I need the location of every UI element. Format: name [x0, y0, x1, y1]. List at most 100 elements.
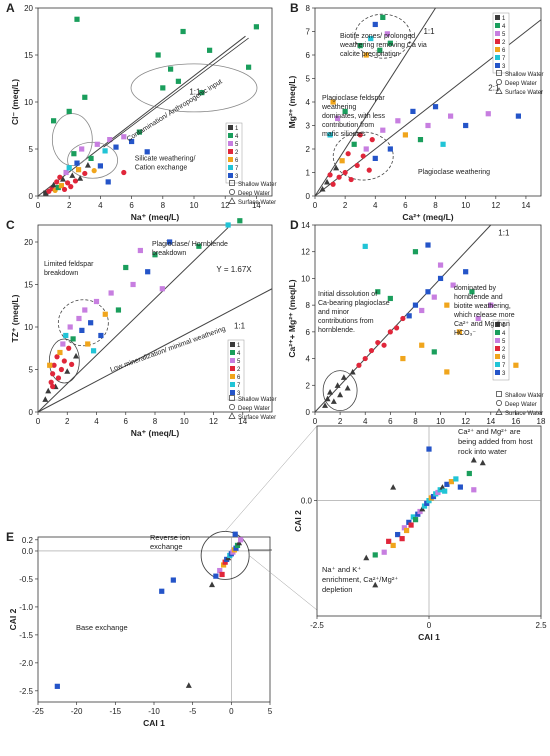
data-point — [404, 527, 410, 534]
svg-text:weathering removing Ca via: weathering removing Ca via — [339, 42, 427, 49]
shape-label: Deep Water — [238, 406, 270, 412]
data-point — [399, 536, 405, 542]
svg-text:rock into water: rock into water — [458, 447, 507, 456]
x-tick-label: 12 — [221, 201, 230, 210]
y-tick-label: 0.0 — [301, 497, 313, 506]
data-point — [354, 162, 360, 169]
legend: 1 4 5 2 6 7 3 — [492, 319, 510, 381]
shape-label: Shallow Water — [238, 182, 276, 188]
data-point — [337, 391, 344, 398]
y-tick-label: 6 — [306, 328, 311, 337]
x-tick-label: -2.5 — [310, 621, 324, 630]
data-point — [330, 181, 336, 187]
data-point — [424, 500, 430, 506]
svg-text:mafic silicates: mafic silicates — [322, 131, 366, 138]
legend-label: 6 — [502, 48, 506, 54]
y-tick-label: 15 — [24, 281, 33, 290]
svg-text:Na⁺ and K⁺: Na⁺ and K⁺ — [322, 565, 361, 574]
data-point — [479, 459, 486, 466]
data-point — [160, 85, 166, 91]
svg-text:and minor: and minor — [318, 309, 350, 316]
data-point — [84, 161, 91, 168]
shape-label: Shallow Water — [505, 72, 543, 78]
legend-label: 6 — [237, 375, 241, 381]
data-point — [360, 153, 366, 159]
x-tick-label: 14 — [486, 417, 495, 426]
data-point — [357, 132, 363, 138]
data-point — [76, 315, 82, 322]
y-tick-label: 20 — [24, 238, 33, 247]
shape-swatch — [496, 400, 502, 406]
legend-label: 7 — [237, 383, 241, 389]
ratio-line-1-1 — [37, 288, 273, 413]
legend-label: 4 — [235, 134, 239, 140]
data-point — [515, 113, 521, 119]
y-axis-title: Cl⁻ (meq/L) — [10, 79, 20, 125]
annotation-limited-feldspar: Limited feldspar breakdown — [44, 261, 94, 277]
x-tick-label: -25 — [32, 707, 44, 716]
data-point — [395, 531, 401, 538]
y-tick-label: 0.0 — [22, 547, 34, 556]
data-point — [59, 176, 66, 182]
panel-letter: A — [6, 1, 15, 15]
data-point — [48, 379, 54, 385]
data-point — [60, 341, 66, 347]
y-tick-label: 4 — [306, 98, 311, 107]
x-axis-title: Na⁺ (meq/L) — [131, 212, 180, 222]
data-point — [97, 163, 103, 169]
data-point — [426, 446, 432, 452]
legend-swatch — [495, 338, 500, 343]
x-tick-label: 6 — [403, 201, 408, 210]
data-point — [102, 148, 108, 154]
x-ticks: 0 2 4 6 8 10 12 14 16 18 — [313, 412, 546, 426]
data-point — [88, 155, 94, 161]
data-point — [406, 313, 412, 319]
data-point — [386, 538, 392, 544]
data-point — [82, 170, 88, 177]
x-tick-label: 4 — [363, 417, 368, 426]
y-tick-label: 0 — [306, 408, 311, 417]
data-point — [54, 354, 60, 360]
legend-swatch — [228, 141, 233, 146]
data-point — [402, 132, 408, 138]
data-point — [456, 329, 462, 335]
data-point — [79, 146, 85, 152]
grouping-ellipse — [67, 141, 118, 179]
x-tick-label: 2 — [338, 417, 343, 426]
panel-E: -25 -20 -15 -10 -5 0 5 0.2 0.0 -0.5 -1.0 -1.5 -2.0 -2… — [6, 425, 318, 728]
ratio-label: 1:1 — [498, 229, 510, 238]
grouping-ellipse — [322, 370, 358, 412]
data-point — [238, 537, 244, 543]
data-point — [448, 479, 454, 485]
data-point — [324, 178, 331, 185]
data-point — [348, 176, 354, 183]
svg-text:Biotite zones/ prolonged: Biotite zones/ prolonged — [340, 33, 415, 40]
legend-label: 6 — [502, 355, 506, 361]
x-tick-label: 12 — [209, 417, 218, 426]
svg-text:Reverse ion: Reverse ion — [150, 533, 190, 542]
data-point — [469, 289, 475, 295]
shape-label: Shallow Water — [238, 397, 276, 403]
data-point — [417, 137, 424, 143]
y-axis-title: Ca²⁺+ Mg²⁺ (meq/L) — [287, 279, 297, 357]
data-point — [430, 493, 437, 500]
legend-swatch — [495, 322, 500, 327]
data-points — [322, 242, 519, 408]
shape-label: Shallow Water — [505, 393, 543, 399]
shape-swatch — [229, 180, 235, 186]
data-point — [357, 43, 363, 49]
data-point — [342, 108, 348, 114]
data-point — [410, 108, 416, 114]
data-point — [85, 341, 91, 347]
legend-label: 4 — [237, 351, 241, 357]
legend-label: 1 — [502, 323, 506, 329]
grouping-ellipse — [48, 338, 80, 384]
y-ticks: 0 2 4 6 8 10 12 14 — [301, 221, 315, 417]
y-axis-title: Mg²⁺ (meq/L) — [287, 76, 297, 129]
data-point — [439, 484, 446, 490]
data-point — [77, 175, 84, 181]
shape-label: Surface Water — [505, 90, 543, 96]
data-point — [363, 554, 370, 561]
data-point — [159, 286, 165, 292]
shape-legend: Shallow Water Deep Water Surface Water — [495, 70, 543, 96]
